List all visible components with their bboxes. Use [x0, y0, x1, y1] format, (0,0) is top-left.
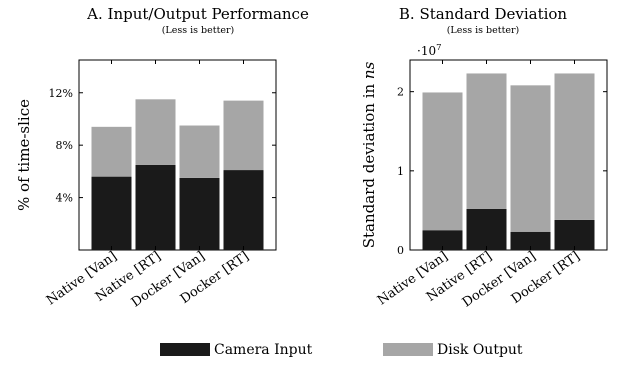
bar-segment-camera-input	[422, 230, 463, 250]
legend-label-disk-output: Disk Output	[437, 342, 523, 358]
bar-segment-camera-input	[135, 164, 176, 250]
chart-a-y-axis-label: % of time-slice	[15, 99, 33, 211]
bar-segment-camera-input	[554, 219, 595, 250]
chart-b: B. Standard Deviation (Less is better) ·…	[360, 5, 608, 311]
chart-b-multiplier-base: ·10	[417, 44, 436, 58]
y-tick-label: 12%	[49, 87, 73, 100]
legend-swatch-disk-output	[383, 343, 433, 356]
bar-segment-disk-output	[135, 99, 176, 165]
bar-segment-camera-input	[466, 208, 507, 250]
bar-segment-disk-output	[91, 126, 132, 177]
bar-segment-disk-output	[466, 73, 507, 209]
bar-segment-disk-output	[223, 100, 264, 171]
bar-segment-disk-output	[510, 85, 551, 232]
chart-b-plot-frame	[409, 59, 608, 251]
chart-b-y-axis-label: Standard deviation in ns	[360, 61, 378, 248]
y-tick-label: 0	[397, 244, 404, 257]
chart-b-multiplier-exponent: 7	[436, 43, 441, 53]
chart-b-multiplier: ·107	[417, 43, 442, 58]
chart-a-bars	[91, 99, 264, 250]
legend: Camera Input Disk Output	[160, 342, 523, 358]
y-tick-label: 4%	[56, 192, 73, 205]
bar-segment-camera-input	[91, 176, 132, 250]
bar-segment-camera-input	[510, 231, 551, 250]
chart-a: A. Input/Output Performance (Less is bet…	[15, 5, 309, 311]
chart-a-title: A. Input/Output Performance	[86, 5, 309, 23]
chart-b-y-axis-label-unit: ns	[360, 61, 378, 79]
legend-swatch-camera-input	[160, 343, 210, 356]
chart-a-subtitle: (Less is better)	[162, 25, 235, 36]
y-tick-label: 2	[397, 86, 404, 99]
y-tick-label: 8%	[56, 139, 73, 152]
bar-segment-camera-input	[179, 177, 220, 250]
chart-a-y-ticks: 4% 8% 12%	[49, 87, 276, 205]
chart-b-y-axis-label-text: Standard deviation in	[360, 84, 378, 249]
chart-b-subtitle: (Less is better)	[447, 25, 520, 36]
chart-b-y-ticks: 0 1 2	[397, 86, 607, 257]
y-tick-label: 1	[397, 165, 404, 178]
bar-segment-camera-input	[223, 170, 264, 250]
chart-a-plot-frame	[78, 59, 277, 251]
chart-b-title: B. Standard Deviation	[399, 5, 568, 23]
legend-label-camera-input: Camera Input	[214, 342, 313, 358]
chart-b-bars	[422, 73, 595, 250]
bar-segment-disk-output	[179, 125, 220, 178]
bar-segment-disk-output	[554, 73, 595, 220]
bar-segment-disk-output	[422, 92, 463, 231]
